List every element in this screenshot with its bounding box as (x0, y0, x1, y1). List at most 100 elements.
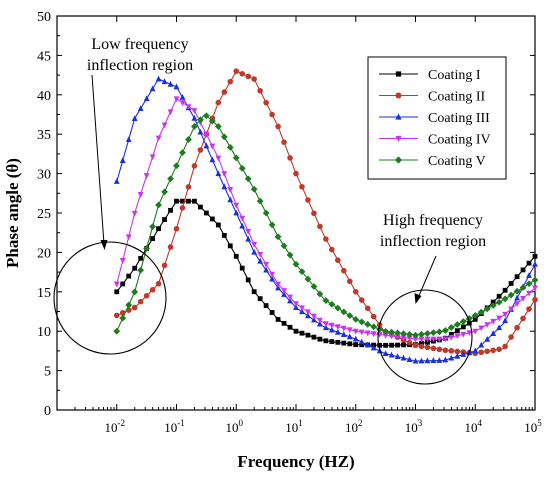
data-point (245, 228, 252, 235)
data-point (388, 328, 395, 336)
data-point (114, 289, 120, 295)
data-point (436, 346, 443, 353)
series-line (116, 97, 536, 340)
data-point (471, 312, 479, 319)
data-point (514, 294, 520, 301)
data-point (364, 341, 371, 348)
data-point (179, 205, 186, 211)
data-point (214, 123, 222, 130)
data-point (328, 300, 336, 308)
data-point (401, 342, 406, 348)
data-point (477, 308, 485, 316)
data-point (287, 155, 293, 161)
legend-entry: Coating IV (428, 133, 491, 148)
data-point (233, 253, 239, 259)
data-point (263, 303, 269, 308)
data-point (526, 272, 532, 278)
data-point (168, 207, 173, 213)
data-point (352, 335, 359, 342)
data-point (239, 70, 246, 77)
data-point (436, 328, 443, 336)
data-point (388, 333, 395, 340)
data-point (167, 109, 174, 116)
data-point (430, 336, 437, 343)
data-point (441, 327, 449, 334)
data-point (131, 288, 139, 296)
data-point (329, 246, 335, 253)
y-tick-label: 35 (37, 128, 51, 143)
data-point (317, 320, 323, 327)
data-point (418, 330, 425, 338)
data-point (370, 323, 378, 331)
data-point (454, 352, 461, 359)
y-tick-label: 15 (37, 286, 51, 301)
data-point (358, 318, 366, 326)
data-point (180, 198, 185, 204)
data-point (508, 334, 514, 340)
data-point (119, 314, 127, 322)
data-point (245, 73, 251, 80)
x-tick-label: 103 (405, 418, 423, 435)
data-point (323, 236, 329, 242)
data-point (173, 225, 180, 232)
data-point (131, 115, 138, 122)
data-point (329, 339, 335, 344)
data-point (131, 210, 138, 217)
data-point (221, 171, 228, 178)
data-point (209, 143, 216, 150)
data-point (532, 296, 538, 303)
data-point (478, 349, 485, 356)
data-point (227, 196, 234, 203)
y-axis-title: Phase angle (θ) (3, 158, 22, 268)
data-point (508, 306, 514, 313)
data-point (226, 143, 234, 151)
y-tick-label: 45 (37, 49, 51, 64)
data-point (250, 185, 258, 193)
data-point (347, 341, 353, 347)
data-point (454, 333, 461, 340)
data-point (299, 330, 305, 336)
legend-entry: Coating V (428, 154, 486, 169)
data-point (215, 222, 221, 228)
data-point (245, 277, 251, 283)
data-point (239, 215, 246, 222)
data-point (424, 330, 431, 337)
data-point (394, 329, 401, 337)
data-point (442, 336, 449, 343)
high-frequency-arrow (417, 255, 437, 299)
y-tick-label: 50 (37, 10, 51, 25)
data-point (489, 302, 497, 309)
data-point (281, 139, 287, 145)
data-point (424, 336, 431, 343)
data-point (400, 330, 407, 338)
data-point (352, 289, 359, 295)
data-point (186, 198, 191, 204)
data-point (472, 347, 479, 354)
data-point (299, 305, 305, 312)
data-point (514, 274, 520, 280)
x-tick-label: 100 (226, 418, 244, 435)
data-point (281, 291, 287, 297)
data-point (460, 351, 467, 357)
data-point (466, 320, 472, 326)
data-point (389, 342, 394, 348)
data-point (227, 243, 233, 249)
data-point (395, 342, 400, 348)
data-point (119, 157, 126, 163)
data-point (335, 257, 341, 263)
data-point (238, 164, 246, 172)
data-point (161, 122, 168, 129)
data-point (502, 287, 508, 293)
data-point (287, 297, 293, 304)
data-point (453, 321, 461, 328)
annotations: Low frequency inflection region High frequ… (53, 36, 486, 385)
data-point (167, 175, 174, 183)
data-point (263, 99, 269, 106)
data-point (412, 336, 419, 343)
series-4 (113, 96, 538, 343)
data-point (322, 297, 330, 304)
data-point (364, 320, 372, 328)
data-point (125, 136, 132, 142)
data-point (208, 117, 216, 125)
